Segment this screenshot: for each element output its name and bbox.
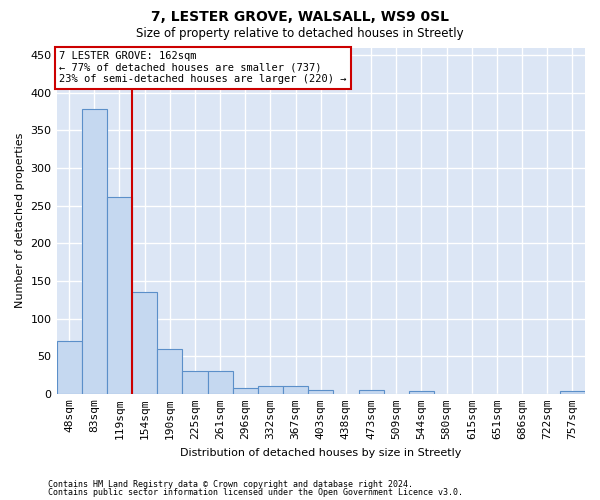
Bar <box>56 341 82 394</box>
Text: Size of property relative to detached houses in Streetly: Size of property relative to detached ho… <box>136 28 464 40</box>
Text: 7 LESTER GROVE: 162sqm
← 77% of detached houses are smaller (737)
23% of semi-de: 7 LESTER GROVE: 162sqm ← 77% of detached… <box>59 52 347 84</box>
Text: Contains HM Land Registry data © Crown copyright and database right 2024.: Contains HM Land Registry data © Crown c… <box>48 480 413 489</box>
Bar <box>107 196 132 394</box>
Bar <box>409 391 434 394</box>
Text: Contains public sector information licensed under the Open Government Licence v3: Contains public sector information licen… <box>48 488 463 497</box>
Bar <box>283 386 308 394</box>
Bar <box>132 292 157 394</box>
Bar <box>258 386 283 394</box>
Bar <box>182 371 208 394</box>
Bar <box>233 388 258 394</box>
Text: 7, LESTER GROVE, WALSALL, WS9 0SL: 7, LESTER GROVE, WALSALL, WS9 0SL <box>151 10 449 24</box>
Bar <box>82 109 107 394</box>
Bar <box>157 350 182 394</box>
Bar <box>359 390 383 394</box>
Y-axis label: Number of detached properties: Number of detached properties <box>15 133 25 308</box>
X-axis label: Distribution of detached houses by size in Streetly: Distribution of detached houses by size … <box>180 448 461 458</box>
Bar <box>560 391 585 394</box>
Bar <box>208 371 233 394</box>
Bar <box>308 390 334 394</box>
